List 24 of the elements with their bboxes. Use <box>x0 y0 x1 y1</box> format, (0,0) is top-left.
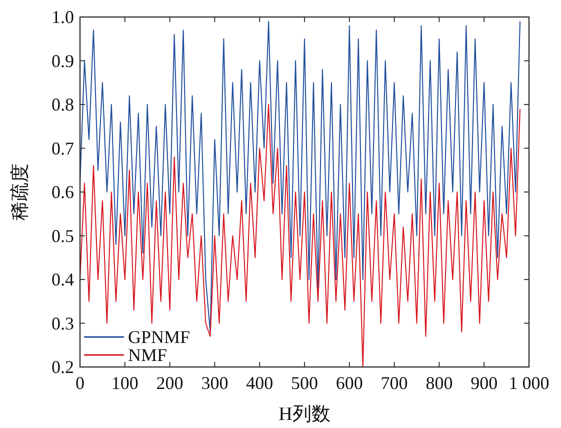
y-tick-label: 0.9 <box>52 50 74 71</box>
y-tick-label: 1.0 <box>52 7 74 27</box>
y-tick-label: 0.5 <box>52 226 74 246</box>
x-tick-label: 100 <box>111 373 138 393</box>
y-tick-label: 0.7 <box>52 138 74 158</box>
x-tick-label: 900 <box>470 373 498 393</box>
x-tick-label: 200 <box>156 373 184 393</box>
legend-label: NMF <box>128 345 168 365</box>
x-tick-label: 0 <box>76 373 84 393</box>
y-tick-label: 0.4 <box>52 270 74 290</box>
x-tick-label: 800 <box>426 373 453 393</box>
x-axis-title: H列数 <box>278 404 330 425</box>
x-tick-label: 700 <box>380 373 408 393</box>
x-tick-label: 600 <box>336 373 363 393</box>
y-tick-label: 0.8 <box>52 94 74 114</box>
y-tick-label: 0.2 <box>52 357 74 377</box>
x-tick-label: 500 <box>291 373 318 393</box>
y-axis-title: 稀疏度 <box>9 164 31 220</box>
x-tick-label: 1 000 <box>508 373 550 393</box>
x-tick-label: 300 <box>201 373 228 393</box>
x-tick-label: 400 <box>246 373 274 393</box>
y-tick-label: 0.6 <box>52 182 74 202</box>
legend-label: GPNMF <box>128 327 190 347</box>
y-tick-label: 0.3 <box>52 313 74 334</box>
